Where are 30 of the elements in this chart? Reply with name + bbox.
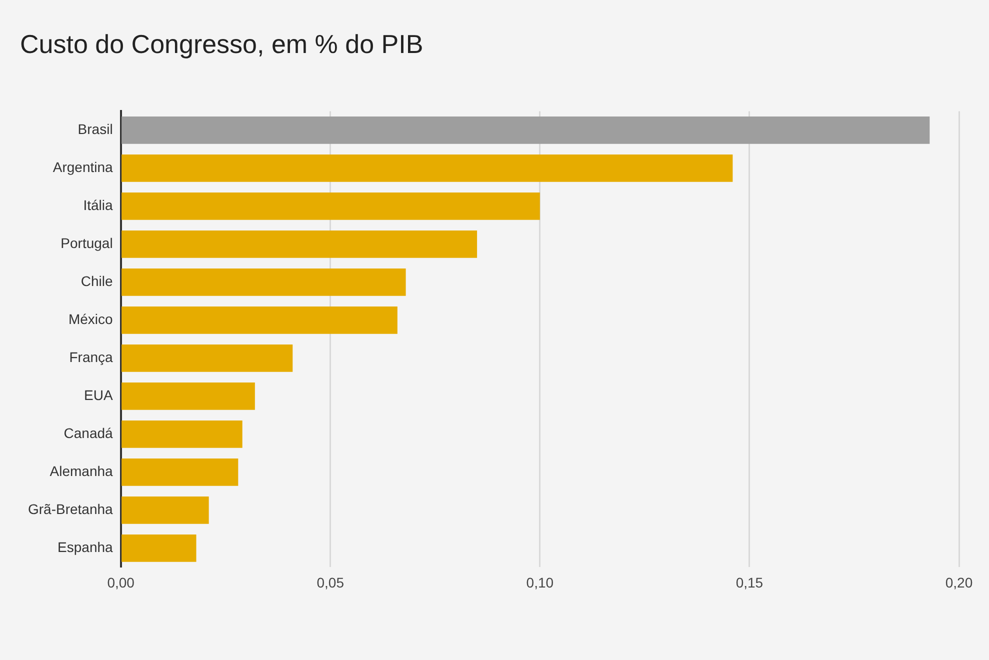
bar bbox=[122, 458, 238, 486]
y-tick-label: México bbox=[68, 311, 114, 328]
bar bbox=[122, 496, 209, 524]
y-tick-label: Itália bbox=[83, 197, 114, 214]
bar bbox=[122, 154, 733, 182]
y-tick-label: França bbox=[69, 349, 114, 366]
y-tick-label: Alemanha bbox=[50, 463, 114, 480]
x-tick-label: 0,05 bbox=[316, 574, 344, 590]
x-tick-label: 0,00 bbox=[107, 574, 135, 590]
bar bbox=[122, 344, 293, 372]
y-tick-label: Grã-Bretanha bbox=[28, 501, 114, 518]
y-tick-label: EUA bbox=[84, 387, 114, 404]
chart-title: Custo do Congresso, em % do PIB bbox=[20, 28, 424, 59]
bar bbox=[122, 306, 398, 334]
x-tick-label: 0,15 bbox=[736, 574, 764, 590]
y-tick-label: Espanha bbox=[58, 539, 114, 556]
y-tick-label: Chile bbox=[80, 273, 114, 290]
y-tick-label: Brasil bbox=[78, 121, 113, 138]
y-tick-label: Argentina bbox=[52, 159, 114, 176]
bar bbox=[122, 268, 406, 296]
bar bbox=[122, 116, 930, 144]
bar bbox=[122, 382, 255, 410]
y-tick-label: Canadá bbox=[64, 425, 114, 442]
bar bbox=[122, 192, 540, 220]
x-tick-label: 0,10 bbox=[526, 574, 554, 590]
bar bbox=[122, 534, 196, 562]
x-tick-label: 0,20 bbox=[945, 574, 973, 590]
y-tick-label: Portugal bbox=[60, 235, 113, 252]
bar bbox=[122, 230, 478, 258]
bar bbox=[122, 420, 242, 448]
